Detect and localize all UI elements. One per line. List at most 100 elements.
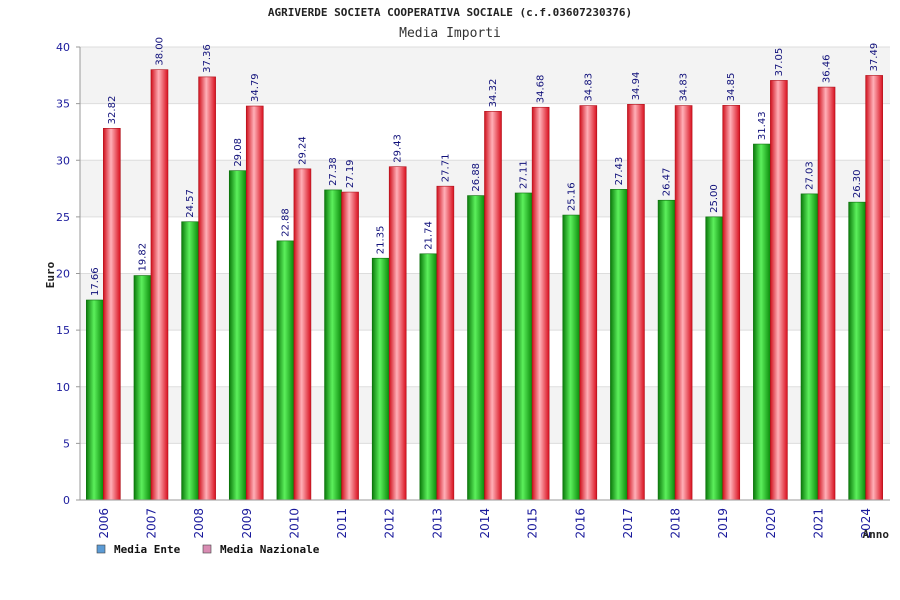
y-tick-label: 5 — [63, 437, 70, 450]
bar-media-nazionale-2009 — [245, 105, 264, 501]
bar-media-ente-2015 — [514, 192, 533, 501]
y-tick-label: 30 — [56, 154, 70, 167]
value-label-media-nazionale-2006: 32.82 — [107, 96, 118, 125]
x-tick-label-2007: 2007 — [144, 508, 158, 539]
y-tick-label: 40 — [56, 41, 70, 54]
chart-subtitle: Media Importi — [399, 26, 501, 41]
x-tick-label-2016: 2016 — [573, 508, 587, 539]
value-label-media-nazionale-2007: 38.00 — [154, 37, 165, 66]
x-axis-ticks: 2006 2007 2008 2009 2010 2011 2012 2013 2014 2015… — [97, 508, 873, 539]
x-tick-label-2008: 2008 — [192, 508, 206, 539]
value-label-media-ente-2016: 25.16 — [566, 182, 577, 211]
value-label-media-nazionale-2024: 37.49 — [869, 43, 880, 72]
bar-media-nazionale-2007 — [150, 69, 169, 501]
legend-swatch-media-ente — [96, 544, 106, 554]
bar-media-nazionale-2024 — [865, 75, 883, 501]
bar-media-ente-2011 — [324, 189, 342, 501]
value-label-media-ente-2011: 27.38 — [328, 157, 339, 186]
y-tick-label: 35 — [56, 98, 70, 111]
value-label-media-nazionale-2012: 29.43 — [393, 134, 404, 163]
value-label-media-nazionale-2010: 29.24 — [297, 136, 308, 165]
value-label-media-nazionale-2019: 34.85 — [726, 73, 737, 102]
legend-swatch-media-nazionale — [202, 544, 212, 554]
value-label-media-ente-2013: 21.74 — [423, 221, 434, 250]
bar-media-nazionale-2019 — [722, 105, 741, 501]
bar-media-nazionale-2018 — [674, 105, 693, 501]
x-tick-label-2017: 2017 — [621, 508, 635, 539]
value-label-media-ente-2018: 26.47 — [662, 168, 673, 197]
bar-media-nazionale-2020 — [770, 80, 788, 501]
value-label-media-ente-2009: 29.08 — [233, 138, 244, 167]
value-label-media-ente-2017: 27.43 — [614, 157, 625, 186]
value-label-media-nazionale-2013: 27.71 — [440, 154, 451, 183]
y-tick-label: 15 — [56, 324, 70, 337]
chart-title: AGRIVERDE SOCIETA COOPERATIVA SOCIALE (c… — [268, 6, 632, 19]
bar-media-ente-2017 — [610, 189, 628, 501]
bar-media-ente-2007 — [133, 275, 152, 501]
bar-media-nazionale-2013 — [436, 185, 455, 501]
value-label-media-ente-2024: 26.30 — [852, 170, 863, 199]
bar-media-ente-2020 — [753, 143, 771, 501]
value-label-media-nazionale-2020: 37.05 — [774, 48, 785, 77]
bar-media-ente-2024 — [848, 201, 866, 501]
value-label-media-nazionale-2008: 37.36 — [202, 44, 213, 73]
bar-media-nazionale-2016 — [579, 105, 598, 501]
y-tick-label: 0 — [63, 494, 70, 507]
x-axis-label: Anno — [863, 528, 890, 541]
x-tick-label-2019: 2019 — [716, 508, 730, 539]
value-label-media-ente-2019: 25.00 — [709, 184, 720, 213]
bar-media-ente-2019 — [705, 216, 724, 501]
x-tick-label-2009: 2009 — [240, 508, 254, 539]
y-tick-label: 10 — [56, 381, 70, 394]
bar-media-nazionale-2017 — [627, 104, 645, 501]
x-tick-label-2024: 2024 — [859, 508, 873, 539]
bar-media-ente-2008 — [181, 221, 199, 501]
bar-media-nazionale-2014 — [484, 111, 502, 501]
bar-media-ente-2010 — [276, 240, 295, 501]
value-label-media-ente-2020: 31.43 — [757, 111, 768, 140]
bar-media-ente-2018 — [657, 199, 676, 501]
y-axis-ticks: 0 5 10 15 20 25 30 35 40 — [56, 41, 80, 507]
value-label-media-ente-2008: 24.57 — [185, 189, 196, 218]
x-tick-label-2012: 2012 — [383, 508, 397, 539]
x-tick-label-2015: 2015 — [526, 508, 540, 539]
value-label-media-nazionale-2017: 34.94 — [631, 72, 642, 101]
value-label-media-nazionale-2018: 34.83 — [679, 73, 690, 102]
bar-media-nazionale-2012 — [388, 166, 407, 501]
value-label-media-ente-2021: 27.03 — [805, 161, 816, 190]
value-labels-group: 17.66 32.82 19.82 38.00 24.57 37.36 29.08 34.79… — [90, 37, 880, 296]
y-tick-label: 20 — [56, 268, 70, 281]
value-label-media-nazionale-2021: 36.46 — [822, 54, 833, 83]
bar-media-ente-2016 — [562, 214, 581, 501]
bar-media-ente-2021 — [800, 193, 819, 501]
y-axis-label: Euro — [44, 261, 57, 288]
value-label-media-nazionale-2009: 34.79 — [250, 73, 261, 102]
x-tick-label-2018: 2018 — [669, 508, 683, 539]
bar-media-nazionale-2010 — [293, 168, 312, 501]
bars-group — [86, 69, 883, 501]
value-label-media-ente-2006: 17.66 — [90, 267, 101, 296]
value-label-media-ente-2012: 21.35 — [376, 226, 387, 255]
x-tick-label-2014: 2014 — [478, 508, 492, 539]
bar-media-nazionale-2008 — [198, 76, 216, 501]
bar-media-ente-2012 — [371, 257, 390, 501]
x-tick-label-2021: 2021 — [812, 508, 826, 539]
y-tick-label: 25 — [56, 211, 70, 224]
x-tick-label-2011: 2011 — [335, 508, 349, 539]
bar-media-ente-2014 — [467, 195, 485, 501]
value-label-media-ente-2014: 26.88 — [471, 163, 482, 192]
value-label-media-nazionale-2014: 34.32 — [488, 79, 499, 108]
bar-media-ente-2013 — [419, 253, 438, 501]
value-label-media-ente-2007: 19.82 — [137, 243, 148, 272]
legend: Media Ente Media Nazionale — [96, 543, 320, 556]
value-label-media-nazionale-2015: 34.68 — [536, 75, 547, 104]
bar-media-ente-2009 — [228, 170, 247, 501]
value-label-media-ente-2010: 22.88 — [280, 208, 291, 237]
x-tick-label-2010: 2010 — [287, 508, 301, 539]
bar-media-nazionale-2011 — [341, 191, 359, 501]
bar-media-nazionale-2006 — [103, 128, 121, 501]
legend-label-media-nazionale: Media Nazionale — [220, 543, 320, 556]
bar-media-ente-2006 — [86, 299, 104, 501]
bar-media-nazionale-2021 — [817, 86, 836, 501]
